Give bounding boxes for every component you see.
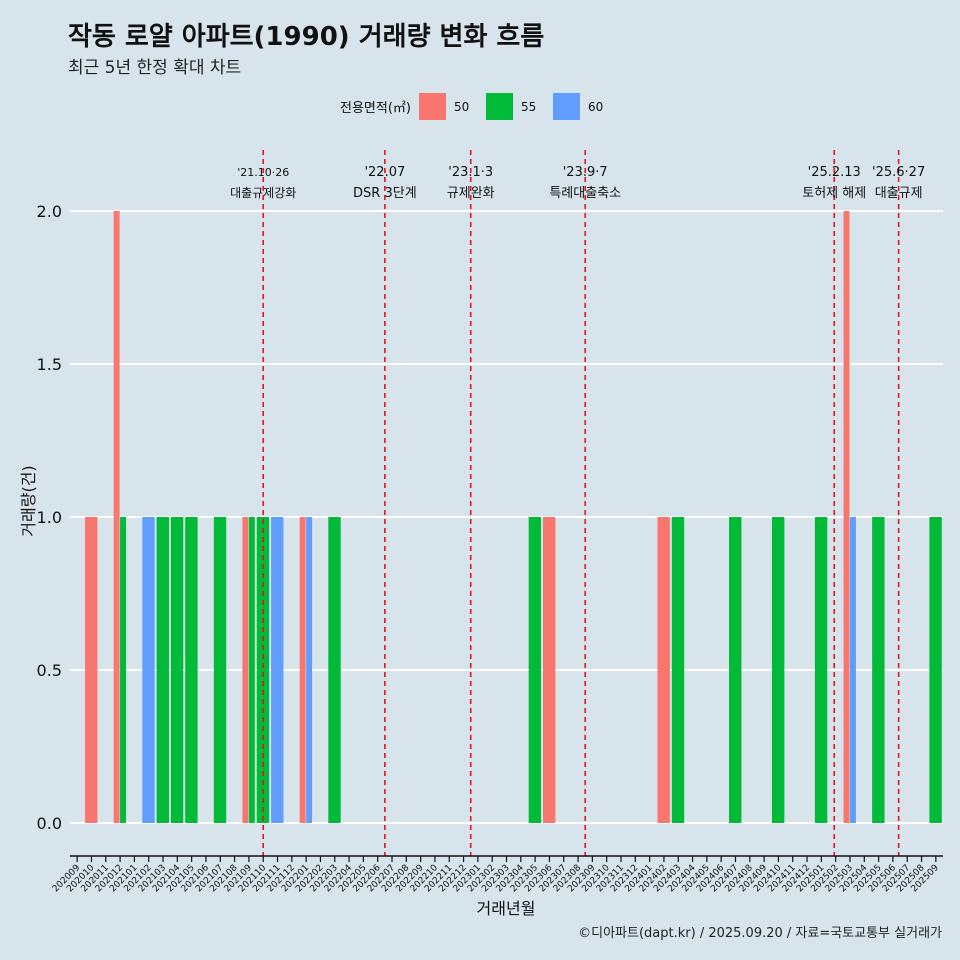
event-annotations: '21.10·26 대출규제강화 '22.07 DSR 3단계 '23.1·3 규제완화 '… xyxy=(230,165,925,201)
bar-202402-50 xyxy=(657,517,670,823)
bar-202111-60 xyxy=(271,517,284,823)
bars xyxy=(85,211,942,823)
bar-202010-50 xyxy=(85,517,98,823)
bar-202103-55 xyxy=(156,517,169,823)
legend: 전용면적(㎡) 50 55 60 xyxy=(0,93,960,120)
bar-202505-55 xyxy=(872,517,885,823)
bar-202201-60 xyxy=(306,517,313,823)
bar-202102-60 xyxy=(142,517,155,823)
event-lines xyxy=(262,150,900,856)
legend-swatch-55 xyxy=(485,93,513,120)
bar-202012-55 xyxy=(120,517,127,823)
y-tick-label-2.0: 2.0 xyxy=(37,202,62,221)
y-axis-title: 거래량(건) xyxy=(19,465,38,536)
y-axis: 0.0 0.5 1.0 1.5 2.0 xyxy=(37,202,62,833)
legend-label-50: 50 xyxy=(453,99,470,114)
bar-202109-50 xyxy=(242,517,249,823)
bar-202104-55 xyxy=(170,517,184,823)
event-label-6: 대출규제 xyxy=(875,186,923,201)
legend-item-55: 55 xyxy=(485,93,543,120)
event-date-6: '25.6·27 xyxy=(872,165,925,180)
bar-202201-50 xyxy=(299,517,306,823)
event-label-5: 토허제 해제 xyxy=(802,186,866,201)
y-tick-label-1.5: 1.5 xyxy=(37,355,62,374)
event-label-3: 규제완화 xyxy=(447,186,495,201)
chart-title: 작동 로얄 아파트(1990) 거래량 변화 흐름 xyxy=(68,22,545,52)
bar-202403-55 xyxy=(671,517,685,823)
bar-202410-55 xyxy=(771,517,785,823)
chart-subtitle: 최근 5년 한정 확대 차트 xyxy=(68,58,242,78)
bar-202306-50 xyxy=(542,517,556,823)
event-date-3: '23.1·3 xyxy=(448,165,493,180)
bar-202107-55 xyxy=(213,517,227,823)
event-label-1: 대출규제강화 xyxy=(230,186,296,200)
y-tick-label-0.5: 0.5 xyxy=(37,661,62,680)
bar-202503-50 xyxy=(843,211,850,823)
bar-202509-55 xyxy=(929,517,942,823)
bar-202012-50 xyxy=(113,211,120,823)
event-date-2: '22.07 xyxy=(364,165,405,180)
legend-label-60: 60 xyxy=(587,99,604,114)
bar-202305-55 xyxy=(528,517,542,823)
bar-202203-55 xyxy=(328,517,341,823)
bar-202407-55 xyxy=(729,517,742,823)
event-date-4: '23.9·7 xyxy=(563,165,608,180)
legend-item-50: 50 xyxy=(418,93,476,120)
y-tick-label-0.0: 0.0 xyxy=(37,814,62,833)
event-label-4: 특례대출축소 xyxy=(549,186,621,201)
legend-swatch-60 xyxy=(552,93,580,120)
event-label-2: DSR 3단계 xyxy=(353,186,417,201)
event-date-5: '25.2.13 xyxy=(808,165,861,180)
legend-item-60: 60 xyxy=(552,93,610,120)
bar-202503-60 xyxy=(849,517,856,823)
source-caption: ©디아파트(dapt.kr) / 2025.09.20 / 자료=국토교통부 실… xyxy=(578,926,942,941)
bar-202501-55 xyxy=(814,517,828,823)
bar-202110-55 xyxy=(256,517,270,823)
event-date-1: '21.10·26 xyxy=(237,166,289,179)
grid-lines xyxy=(70,210,943,824)
legend-swatch-50 xyxy=(418,93,446,120)
bar-202109-55 xyxy=(248,517,255,823)
legend-title: 전용면적(㎡) xyxy=(340,101,411,116)
bar-202105-55 xyxy=(185,517,198,823)
x-axis: 2020092020102020112020122021012021022021… xyxy=(51,855,943,894)
x-axis-title: 거래년월 xyxy=(477,899,536,918)
y-tick-label-1.0: 1.0 xyxy=(37,508,62,527)
legend-label-55: 55 xyxy=(520,99,537,114)
